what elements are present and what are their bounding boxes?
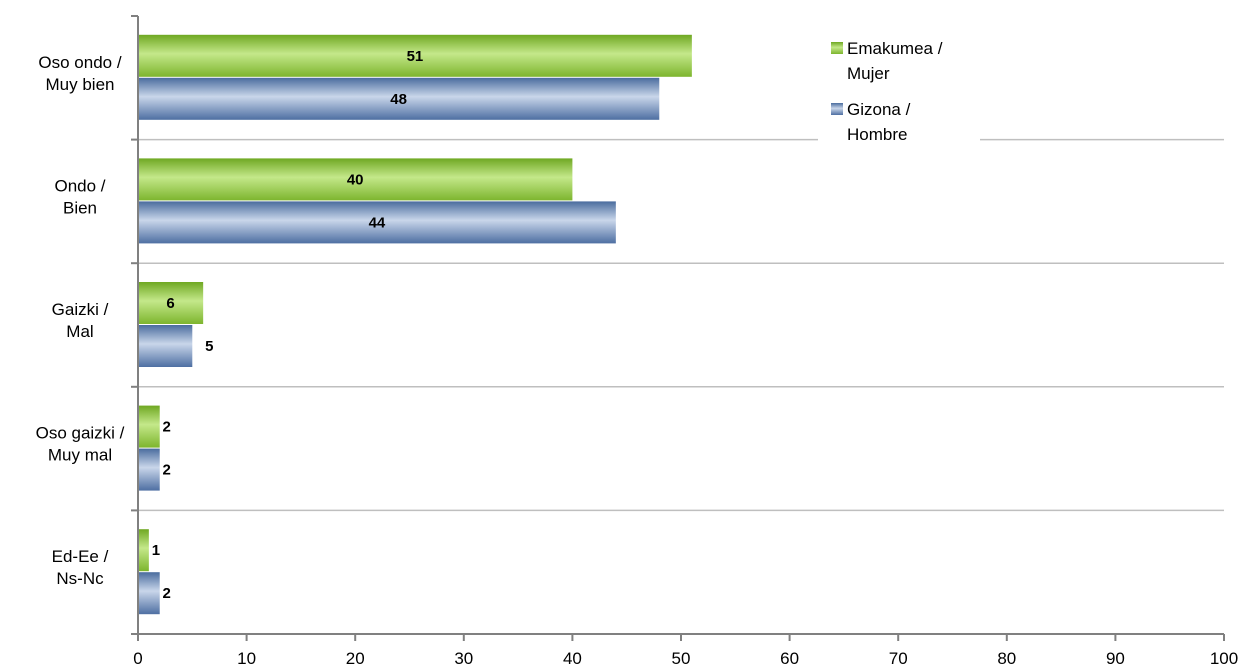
category-label: Muy mal bbox=[48, 446, 112, 465]
data-label: 6 bbox=[166, 295, 174, 312]
x-tick-label: 50 bbox=[672, 649, 691, 668]
data-label: 2 bbox=[163, 585, 171, 602]
bar-gizona bbox=[138, 201, 616, 244]
bar-gizona bbox=[138, 325, 193, 367]
legend-label: Emakumea / bbox=[847, 39, 943, 58]
data-label: 1 bbox=[152, 542, 160, 559]
legend-label: Mujer bbox=[847, 64, 890, 83]
legend: Emakumea / Mujer Gizona / Hombre bbox=[831, 39, 943, 144]
bar-emakumea bbox=[138, 282, 204, 324]
x-tick-label: 40 bbox=[563, 649, 582, 668]
category-label: Ondo / bbox=[54, 176, 105, 195]
x-tick-label: 70 bbox=[889, 649, 908, 668]
legend-label: Hombre bbox=[847, 125, 907, 144]
data-label: 51 bbox=[407, 48, 424, 65]
x-tick-label: 30 bbox=[454, 649, 473, 668]
bars: 51 48 40 44 6 5 2 2 1 2 bbox=[138, 34, 692, 615]
category-label: Bien bbox=[63, 198, 97, 217]
x-tick-label: 90 bbox=[1106, 649, 1125, 668]
data-label: 2 bbox=[163, 419, 171, 436]
category-label: Muy bien bbox=[46, 75, 115, 94]
x-tick-label: 80 bbox=[997, 649, 1016, 668]
category-label: Mal bbox=[66, 322, 93, 341]
axes: Oso ondo / Muy bien Ondo / Bien Gaizki / Mal O… bbox=[36, 15, 1238, 668]
data-label: 5 bbox=[205, 338, 213, 355]
legend-swatch-emakumea bbox=[831, 42, 843, 54]
data-label: 44 bbox=[369, 214, 386, 231]
bar-emakumea bbox=[138, 529, 149, 572]
x-tick-label: 0 bbox=[133, 649, 142, 668]
data-label: 48 bbox=[390, 91, 407, 108]
category-label: Oso ondo / bbox=[38, 53, 121, 72]
category-label: Ns-Nc bbox=[56, 569, 104, 588]
legend-swatch-gizona bbox=[831, 103, 843, 115]
bar-gizona bbox=[138, 572, 160, 615]
bar-emakumea bbox=[138, 405, 160, 448]
x-tick-label: 100 bbox=[1210, 649, 1238, 668]
bar-gizona bbox=[138, 448, 160, 491]
legend-label: Gizona / bbox=[847, 100, 911, 119]
data-label: 2 bbox=[163, 462, 171, 479]
category-label: Ed-Ee / bbox=[52, 547, 109, 566]
bar-emakumea bbox=[138, 34, 692, 77]
x-tick-label: 10 bbox=[237, 649, 256, 668]
category-label: Gaizki / bbox=[52, 300, 109, 319]
gridlines bbox=[138, 138, 1224, 512]
bar-emakumea bbox=[138, 158, 573, 201]
data-label: 40 bbox=[347, 171, 364, 188]
x-tick-label: 20 bbox=[346, 649, 365, 668]
bar-gizona bbox=[138, 77, 660, 120]
x-tick-label: 60 bbox=[780, 649, 799, 668]
category-label: Oso gaizki / bbox=[36, 424, 125, 443]
